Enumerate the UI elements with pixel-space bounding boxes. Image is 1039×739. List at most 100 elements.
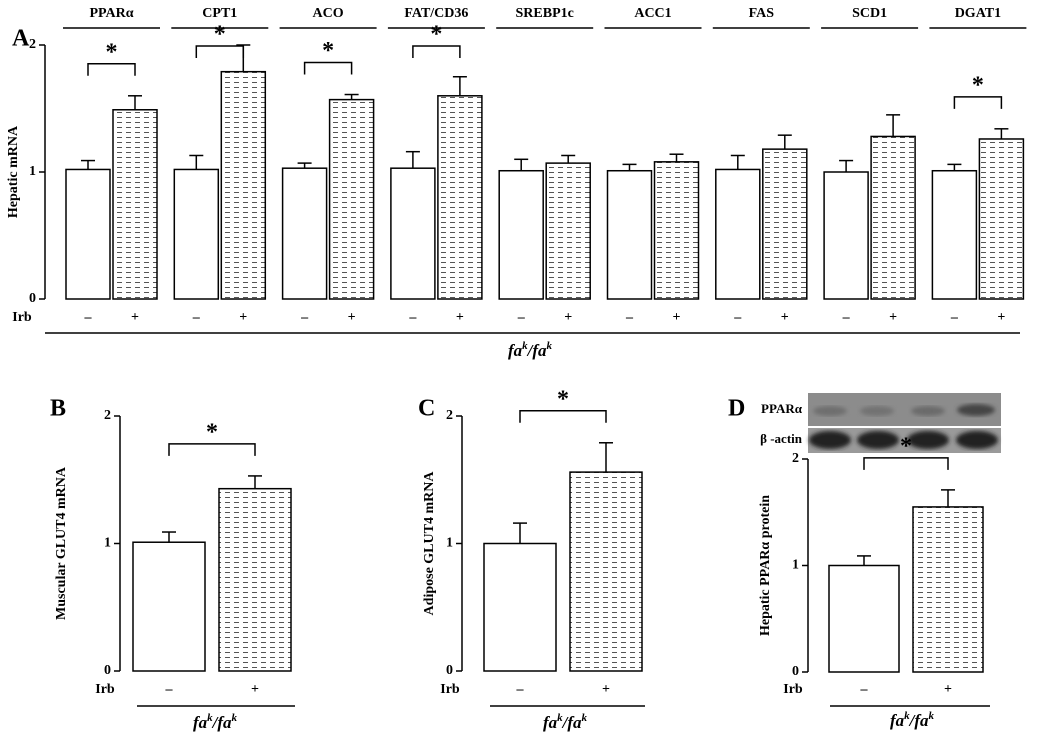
y-axis-label: Muscular GLUT4 mRNA: [54, 466, 69, 620]
treatment-tick-label: –: [165, 682, 174, 697]
significance-label: *: [206, 419, 218, 445]
group-label: fak/fak: [508, 340, 553, 360]
treatment-tick-label: +: [673, 310, 681, 325]
treatment-tick-label: +: [564, 310, 572, 325]
category-label: DGAT1: [955, 6, 1001, 21]
treatment-tick-label: –: [860, 682, 869, 697]
bar: [653, 161, 700, 300]
bar: [437, 95, 483, 300]
significance-bracket: [519, 410, 607, 423]
y-tick-label: 0: [29, 291, 36, 306]
significance-bracket: [87, 63, 136, 76]
group-label-part: k: [522, 340, 528, 352]
bar: [912, 506, 984, 673]
significance-bracket: [303, 61, 353, 75]
group-label-part: /fa: [561, 713, 582, 732]
bar: [762, 148, 808, 300]
group-label-part: k: [582, 712, 588, 724]
panel-label: A: [12, 26, 30, 52]
treatment-tick-label: –: [842, 310, 851, 325]
group-label-part: fa: [193, 713, 208, 732]
category-label: ACO: [313, 6, 344, 21]
y-tick-label: 2: [446, 408, 453, 423]
treatment-tick-label: –: [300, 310, 309, 325]
bar: [132, 541, 206, 672]
group-label-part: fa: [543, 713, 558, 732]
panel-label: C: [418, 396, 435, 422]
treatment-tick-label: –: [408, 310, 417, 325]
treatment-tick-label: –: [192, 310, 201, 325]
group-label: fak/fak: [193, 712, 238, 732]
treatment-tick-label: +: [131, 310, 139, 325]
y-tick-label: 1: [446, 536, 453, 551]
significance-label: *: [214, 22, 226, 48]
bar: [218, 487, 292, 672]
significance-bracket: [195, 45, 245, 58]
treatment-label: Irb: [783, 682, 803, 697]
treatment-tick-label: +: [348, 310, 356, 325]
western-blot: [808, 393, 1001, 453]
category-label: SREBP1c: [516, 6, 574, 21]
significance-bracket: [168, 443, 256, 456]
bar: [173, 168, 220, 300]
significance-label: *: [972, 72, 984, 98]
treatment-label: Irb: [12, 310, 32, 325]
y-tick-label: 0: [446, 663, 453, 678]
significance-label: *: [900, 433, 912, 459]
treatment-tick-label: +: [781, 310, 789, 325]
treatment-tick-label: +: [602, 682, 610, 697]
bar: [606, 169, 653, 300]
bar: [828, 564, 900, 673]
group-label-part: /fa: [908, 711, 929, 730]
treatment-tick-label: +: [997, 310, 1005, 325]
group-label: fak/fak: [890, 710, 935, 730]
group-label-part: k: [207, 712, 213, 724]
y-tick-label: 2: [104, 408, 111, 423]
bar: [220, 70, 267, 300]
y-tick-label: 2: [29, 37, 36, 52]
y-tick-label: 0: [104, 663, 111, 678]
blot-label: PPARα: [761, 401, 803, 416]
significance-label: *: [106, 39, 118, 65]
bar: [931, 169, 978, 300]
group-label-part: /fa: [526, 341, 547, 360]
y-tick-label: 1: [792, 558, 799, 573]
treatment-label: Irb: [95, 682, 115, 697]
treatment-tick-label: +: [239, 310, 247, 325]
bar: [65, 168, 111, 300]
category-label: PPARα: [89, 6, 133, 21]
group-label-part: k: [929, 710, 935, 722]
bar: [390, 167, 436, 300]
treatment-tick-label: –: [950, 310, 959, 325]
significance-label: *: [322, 38, 334, 64]
category-label: FAT/CD36: [404, 6, 468, 21]
bar: [978, 138, 1025, 300]
bar: [328, 98, 375, 300]
panel-label: D: [728, 396, 745, 422]
group-label-part: fa: [890, 711, 905, 730]
group-label-part: fa: [508, 341, 523, 360]
group-label-part: k: [232, 712, 238, 724]
significance-bracket: [953, 96, 1003, 109]
group-label-part: k: [557, 712, 563, 724]
treatment-tick-label: +: [944, 682, 952, 697]
group-label-part: k: [547, 340, 553, 352]
significance-bracket: [863, 457, 949, 470]
bar: [498, 169, 544, 300]
category-label: FAS: [749, 6, 775, 21]
treatment-tick-label: –: [625, 310, 634, 325]
bar: [483, 542, 557, 672]
panel-label: B: [50, 396, 66, 422]
bar: [823, 171, 869, 300]
treatment-tick-label: –: [84, 310, 93, 325]
category-label: CPT1: [202, 6, 237, 21]
y-axis-label: Hepatic PPARα protein: [758, 495, 773, 636]
group-label-part: /fa: [211, 713, 232, 732]
treatment-tick-label: +: [456, 310, 464, 325]
treatment-tick-label: +: [251, 682, 259, 697]
y-axis-label: Adipose GLUT4 mRNA: [422, 471, 437, 616]
category-label: SCD1: [852, 6, 887, 21]
bar: [545, 162, 591, 300]
group-label-part: k: [904, 710, 910, 722]
significance-label: *: [430, 22, 442, 48]
